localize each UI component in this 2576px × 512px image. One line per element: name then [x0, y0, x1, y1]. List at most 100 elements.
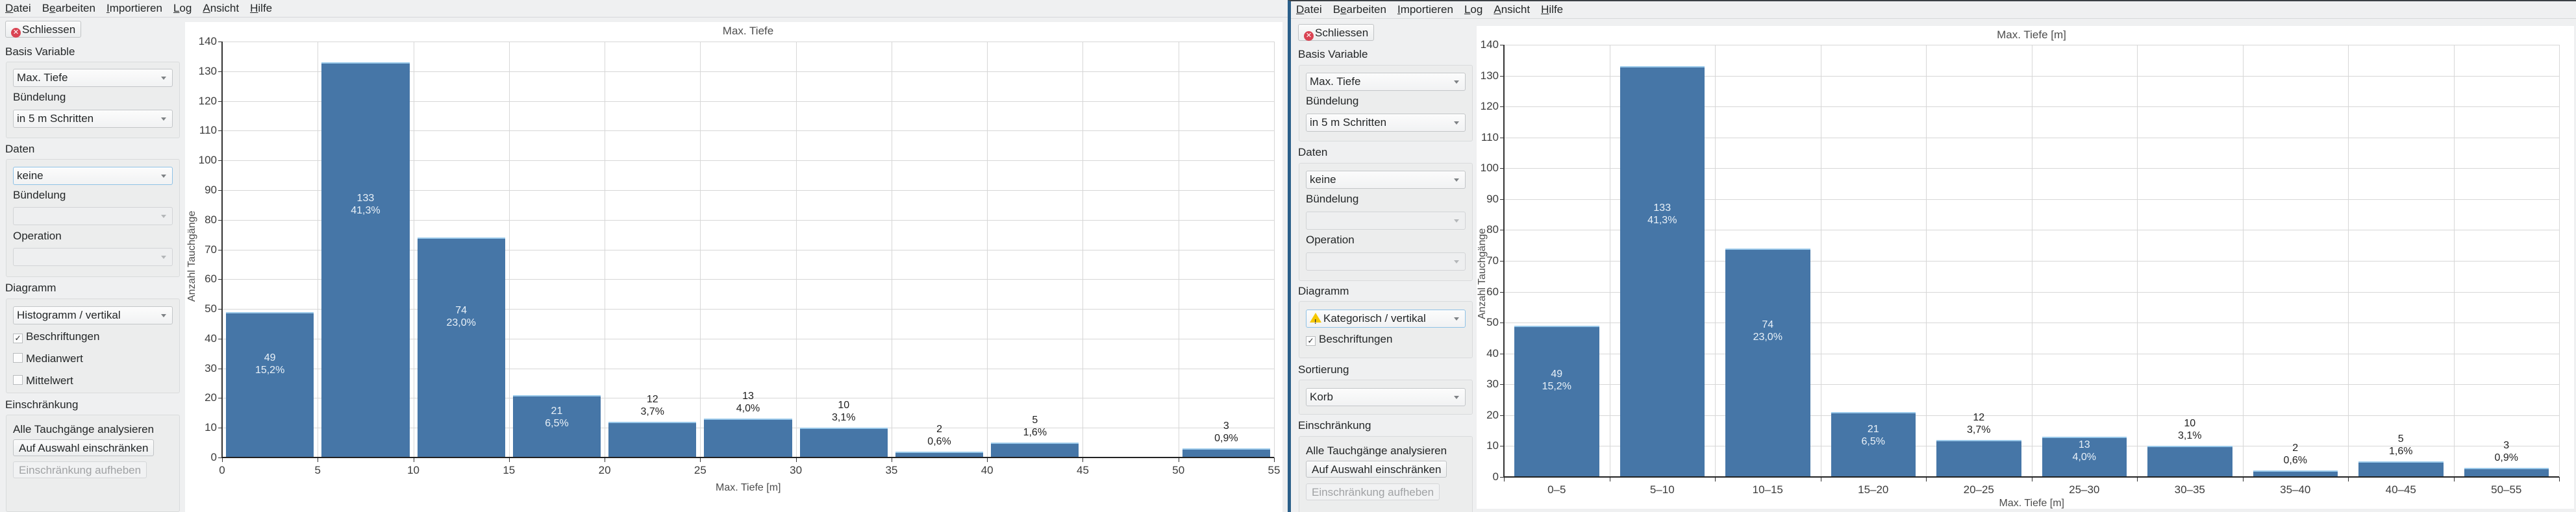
- diagram-type-select[interactable]: Kategorisch / vertikal: [1306, 310, 1466, 331]
- daten-binning-select[interactable]: [13, 207, 173, 225]
- histogram-bar[interactable]: [991, 443, 1079, 457]
- histogram-bar[interactable]: [608, 422, 697, 457]
- menu-log[interactable]: Log: [173, 2, 192, 14]
- y-tick-label: 100: [1480, 162, 1499, 175]
- menu-hilfe[interactable]: Hilfe: [250, 2, 273, 14]
- menu-datei[interactable]: Datei: [1296, 3, 1322, 16]
- basis-variable-select[interactable]: Max. Tiefe: [1306, 73, 1466, 91]
- daten-operation-select[interactable]: [1306, 252, 1466, 271]
- histogram-bar[interactable]: [512, 395, 601, 457]
- histogram-bar[interactable]: [321, 62, 410, 457]
- close-icon: ✕: [1304, 31, 1314, 41]
- y-tick-label: 50: [1486, 316, 1499, 329]
- category-bar[interactable]: [1936, 439, 2021, 477]
- menu-bearbeiten[interactable]: Bearbeiten: [42, 2, 95, 14]
- bar-label: 74 23,0%: [1753, 319, 1782, 343]
- statistics-window-histogram: Datei Bearbeiten Importieren Log Ansicht Hilf…: [0, 2, 1288, 512]
- menu-ansicht[interactable]: Ansicht: [1494, 3, 1531, 16]
- select-value: Max. Tiefe: [17, 71, 68, 84]
- category-bar[interactable]: [1619, 66, 1705, 477]
- clear-restriction-button[interactable]: Einschränkung aufheben: [1306, 483, 1440, 500]
- gridline-vertical: [1082, 42, 1084, 457]
- gridline-vertical: [987, 42, 988, 457]
- basis-binning-select[interactable]: in 5 m Schritten: [1306, 114, 1466, 132]
- category-bar[interactable]: [2358, 461, 2444, 477]
- x-category-label: 40–45: [2385, 483, 2416, 496]
- restrict-to-selection-button[interactable]: Auf Auswahl einschränken: [1306, 461, 1447, 478]
- x-tick-label: 50: [1172, 464, 1185, 476]
- y-tick-label: 20: [1486, 408, 1499, 421]
- y-tick-label: 120: [1480, 100, 1499, 113]
- section-basis-variable: Basis Variable: [5, 45, 75, 58]
- gridline-horizontal: [222, 71, 1274, 72]
- bar-label: 12 3,7%: [640, 394, 664, 418]
- category-bar[interactable]: [2464, 467, 2549, 477]
- basis-variable-select[interactable]: Max. Tiefe: [13, 69, 173, 87]
- y-tick-mark: [218, 309, 222, 310]
- category-bar[interactable]: [1831, 412, 1916, 477]
- x-tick-mark: [2137, 477, 2138, 482]
- menu-importieren[interactable]: Importieren: [106, 2, 162, 14]
- checkbox-beschriftungen[interactable]: ✓ Beschriftungen: [13, 330, 99, 343]
- histogram-bar[interactable]: [417, 238, 505, 457]
- histogram-bar[interactable]: [226, 311, 314, 457]
- daten-variable-select[interactable]: keine: [13, 167, 173, 185]
- menu-ansicht[interactable]: Ansicht: [203, 2, 240, 14]
- close-button[interactable]: ✕ Schliessen: [5, 21, 82, 38]
- x-tick-label: 20: [598, 464, 611, 476]
- gridline-vertical: [2242, 45, 2244, 477]
- y-tick-label: 60: [205, 273, 217, 286]
- y-tick-mark: [1500, 168, 1504, 169]
- categorical-bar-chart: Max. Tiefe [m] 0 10 20 30 40 50 60 70 80 90 100 110 1…: [1477, 26, 2574, 509]
- x-axis-label: Max. Tiefe [m]: [716, 482, 781, 493]
- x-category-label: 15–20: [1858, 483, 1889, 496]
- menu-importieren[interactable]: Importieren: [1397, 3, 1453, 16]
- category-bar[interactable]: [1725, 248, 1810, 477]
- histogram-bar[interactable]: [799, 428, 888, 457]
- close-button-label: Schliessen: [1315, 27, 1369, 39]
- y-tick-mark: [1500, 106, 1504, 108]
- binning-label: Bündelung: [1306, 193, 1359, 205]
- daten-binning-select[interactable]: [1306, 212, 1466, 230]
- category-bar[interactable]: [2042, 437, 2127, 477]
- sort-select[interactable]: Korb: [1306, 388, 1466, 406]
- menu-hilfe[interactable]: Hilfe: [1541, 3, 1564, 16]
- x-tick-mark: [700, 457, 701, 462]
- diagram-type-select[interactable]: Histogramm / vertikal: [13, 306, 173, 324]
- menu-bar: Datei Bearbeiten Importieren Log Ansicht Hilf…: [1291, 1, 2576, 19]
- select-value: in 5 m Schritten: [17, 112, 94, 125]
- basis-binning-select[interactable]: in 5 m Schritten: [13, 110, 173, 128]
- category-bar[interactable]: [2147, 446, 2232, 477]
- daten-variable-select[interactable]: keine: [1306, 171, 1466, 189]
- histogram-bar[interactable]: [895, 451, 984, 457]
- section-einschraenkung: Einschränkung: [1298, 419, 1371, 432]
- close-button[interactable]: ✕ Schliessen: [1298, 24, 1375, 41]
- checkbox-unchecked-icon: [13, 375, 23, 385]
- category-bar[interactable]: [2253, 470, 2338, 477]
- bar-label: 2 0,6%: [927, 423, 951, 447]
- y-tick-label: 130: [1480, 69, 1499, 82]
- bar-label: 5 1,6%: [2389, 433, 2413, 457]
- y-tick-mark: [218, 279, 222, 280]
- restrict-to-selection-button[interactable]: Auf Auswahl einschränken: [13, 439, 155, 456]
- checkbox-beschriftungen[interactable]: ✓ Beschriftungen: [1306, 333, 1392, 346]
- category-bar[interactable]: [1514, 325, 1599, 477]
- menu-datei[interactable]: Datei: [5, 2, 31, 14]
- gridline-vertical: [1715, 45, 1716, 477]
- histogram-bar[interactable]: [1182, 448, 1270, 457]
- y-tick-label: 90: [1486, 192, 1499, 205]
- y-tick-label: 130: [198, 64, 217, 77]
- chevron-down-icon: [161, 117, 166, 121]
- menu-log[interactable]: Log: [1464, 3, 1483, 16]
- checkbox-medianwert[interactable]: Medianwert: [13, 352, 83, 365]
- section-sortierung: Sortierung: [1298, 363, 1349, 376]
- y-tick-label: 60: [1486, 285, 1499, 298]
- histogram-bar[interactable]: [704, 419, 792, 457]
- daten-operation-select[interactable]: [13, 248, 173, 266]
- x-tick-mark: [2453, 477, 2455, 482]
- sortierung-group: Korb: [1299, 380, 1473, 415]
- checkbox-mittelwert[interactable]: Mittelwert: [13, 374, 73, 387]
- clear-restriction-button[interactable]: Einschränkung aufheben: [13, 461, 147, 478]
- chevron-down-icon: [1454, 178, 1459, 182]
- menu-bearbeiten[interactable]: Bearbeiten: [1332, 3, 1386, 16]
